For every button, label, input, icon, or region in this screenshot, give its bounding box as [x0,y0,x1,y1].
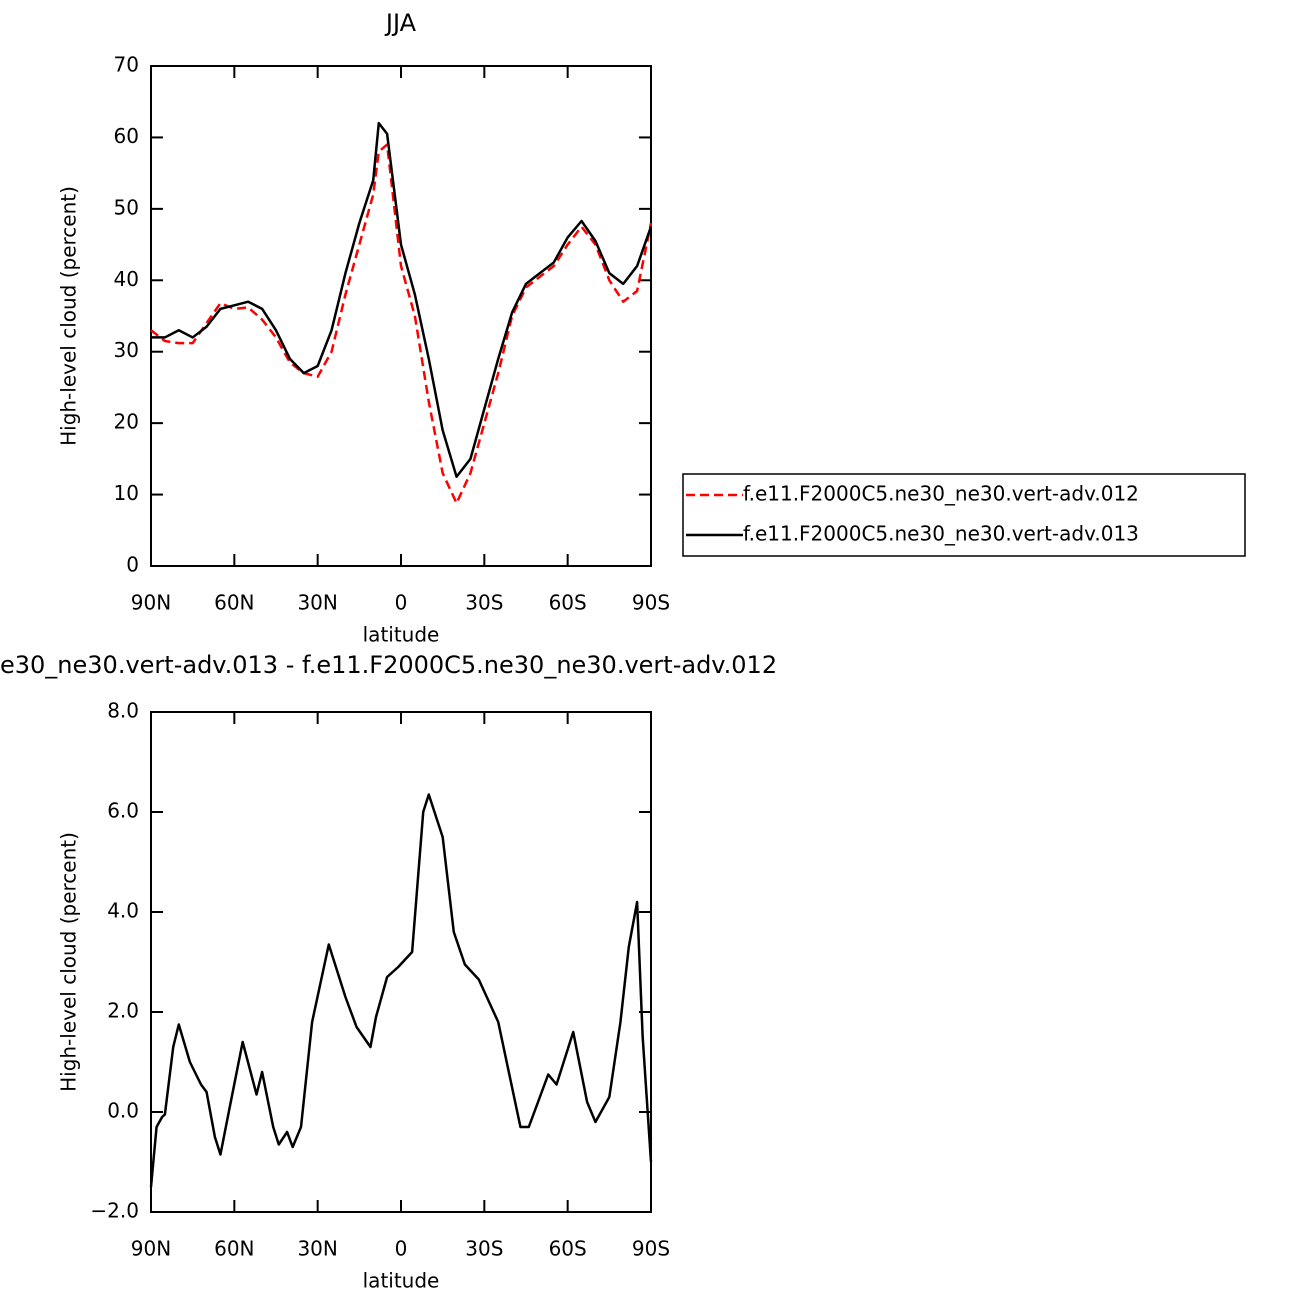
x-axis-label: latitude [363,1269,440,1293]
y-tick-label: 60 [114,124,139,148]
legend-label: f.e11.F2000C5.ne30_ne30.vert-adv.013 [743,522,1139,546]
x-tick-label: 60N [214,1237,254,1261]
plot-frame [150,65,652,567]
legend-box [682,473,1246,557]
x-tick-label: 30S [465,591,503,615]
x-tick-label: 60N [214,591,254,615]
y-tick-label: 50 [114,195,139,219]
y-tick-label: 0 [126,553,139,577]
y-axis-label: High-level cloud (percent) [57,186,81,446]
y-tick-label: 0.0 [107,1099,139,1123]
chart-title: JJA [384,9,417,37]
legend-label: f.e11.F2000C5.ne30_ne30.vert-adv.012 [743,482,1139,506]
x-tick-label: 90N [131,591,171,615]
y-axis-label: High-level cloud (percent) [57,832,81,1092]
x-tick-label: 90N [131,1237,171,1261]
x-tick-label: 90S [632,1237,670,1261]
x-axis-label: latitude [363,623,440,647]
y-tick-label: 6.0 [107,799,139,823]
chart-title: e30_ne30.vert-adv.013 - f.e11.F2000C5.ne… [0,651,777,679]
x-tick-label: 0 [395,591,408,615]
y-tick-label: 4.0 [107,899,139,923]
data-line [151,121,653,478]
x-tick-label: 30S [465,1237,503,1261]
x-tick-label: 60S [549,1237,587,1261]
y-tick-label: 10 [114,481,139,505]
y-tick-label: −2.0 [90,1199,139,1223]
x-tick-label: 30N [297,1237,337,1261]
y-tick-label: 20 [114,410,139,434]
y-tick-label: 70 [114,53,139,77]
x-tick-label: 30N [297,591,337,615]
data-line [149,793,653,1188]
y-tick-label: 40 [114,267,139,291]
plot-frame [150,711,652,1213]
x-tick-label: 0 [395,1237,408,1261]
y-tick-label: 8.0 [107,699,139,723]
y-tick-label: 2.0 [107,999,139,1023]
y-tick-label: 30 [114,338,139,362]
x-tick-label: 60S [549,591,587,615]
x-tick-label: 90S [632,591,670,615]
data-line [150,143,653,505]
